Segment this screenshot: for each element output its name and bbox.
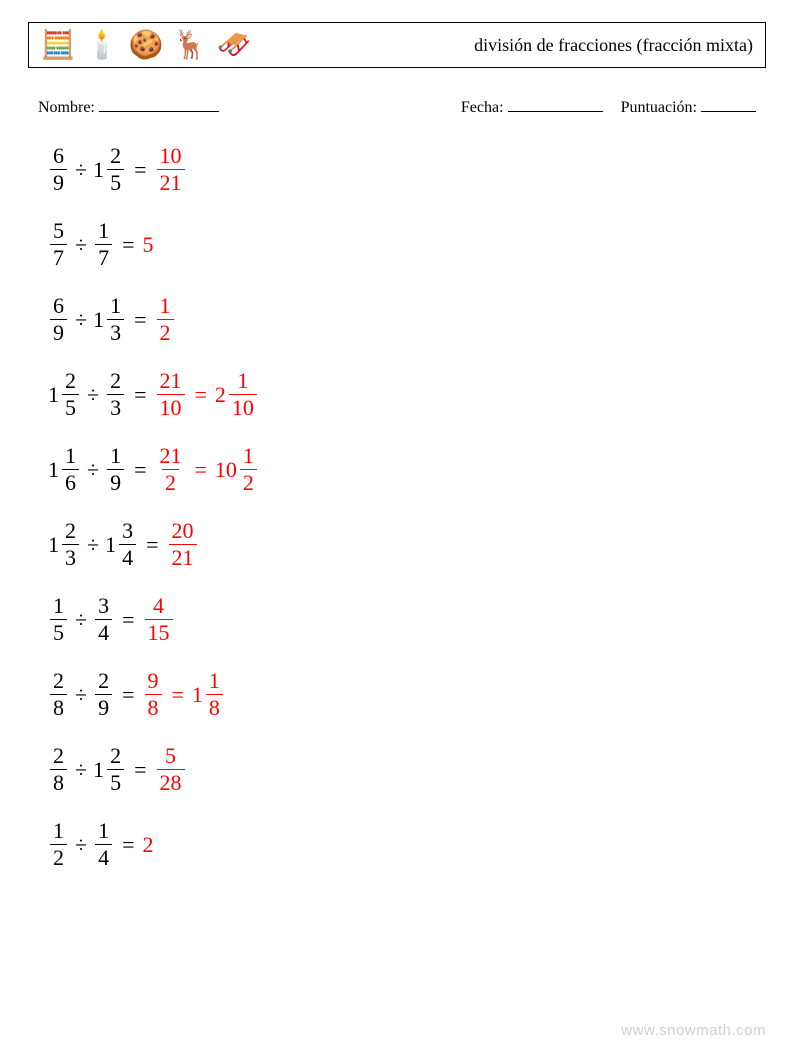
score-field: Puntuación: [621, 96, 756, 117]
equals-sign: = [134, 159, 146, 181]
problem-row: 69 ÷ 125 = 1021 [48, 145, 766, 194]
worksheet-page: 🧮 🕯️ 🍪 🦌 🛷 división de fracciones (fracción … [0, 0, 794, 869]
candles-icon: 🕯️ [85, 28, 119, 62]
operand-right: 19 [105, 445, 126, 494]
operator-divide: ÷ [75, 234, 87, 256]
answer: 98 [143, 670, 164, 719]
operand-left: 15 [48, 595, 69, 644]
answer: 1021 [155, 145, 187, 194]
operand-left: 12 [48, 820, 69, 869]
operand-left: 57 [48, 220, 69, 269]
operator-divide: ÷ [87, 459, 99, 481]
operand-left: 69 [48, 145, 69, 194]
equals-sign: = [172, 684, 184, 706]
operand-right: 29 [93, 670, 114, 719]
operator-divide: ÷ [87, 534, 99, 556]
problem-row: 125 ÷ 23 = 2110 = 2110 [48, 370, 766, 419]
equals-sign: = [122, 609, 134, 631]
operator-divide: ÷ [75, 684, 87, 706]
answer: 212 [155, 445, 187, 494]
watermark: www.snowmath.com [621, 1022, 766, 1039]
equals-sign: = [146, 534, 158, 556]
answer: 2110 [155, 370, 187, 419]
operand-right: 125 [93, 145, 126, 194]
problem-row: 116 ÷ 19 = 212 = 1012 [48, 445, 766, 494]
operand-left: 28 [48, 745, 69, 794]
worksheet-title: división de fracciones (fracción mixta) [474, 35, 753, 56]
operand-left: 69 [48, 295, 69, 344]
equals-sign: = [134, 309, 146, 331]
operand-left: 116 [48, 445, 81, 494]
equals-sign: = [134, 459, 146, 481]
meta-row: Nombre: Fecha: Puntuación: [28, 96, 766, 117]
answer: 2110 [215, 370, 259, 419]
answer: 2 [143, 834, 154, 856]
equals-sign: = [122, 834, 134, 856]
operator-divide: ÷ [75, 159, 87, 181]
answer: 12 [155, 295, 176, 344]
name-field: Nombre: [38, 96, 219, 117]
operand-right: 34 [93, 595, 114, 644]
deer-icon: 🦌 [173, 28, 207, 62]
equals-sign: = [134, 384, 146, 406]
problem-row: 57 ÷ 17 = 5 [48, 220, 766, 269]
operator-divide: ÷ [75, 759, 87, 781]
problem-row: 12 ÷ 14 = 2 [48, 820, 766, 869]
operand-left: 28 [48, 670, 69, 719]
header-box: 🧮 🕯️ 🍪 🦌 🛷 división de fracciones (fracción … [28, 22, 766, 68]
sleigh-icon: 🛷 [217, 28, 251, 62]
answer: 1012 [215, 445, 259, 494]
operand-right: 113 [93, 295, 126, 344]
operand-left: 125 [48, 370, 81, 419]
operand-right: 125 [93, 745, 126, 794]
date-blank[interactable] [508, 96, 603, 112]
equals-sign: = [195, 459, 207, 481]
equals-sign: = [122, 684, 134, 706]
operand-left: 123 [48, 520, 81, 569]
operand-right: 17 [93, 220, 114, 269]
problem-row: 15 ÷ 34 = 415 [48, 595, 766, 644]
answer: 118 [192, 670, 225, 719]
header-icons: 🧮 🕯️ 🍪 🦌 🛷 [41, 28, 251, 62]
problem-row: 123 ÷ 134 = 2021 [48, 520, 766, 569]
equals-sign: = [195, 384, 207, 406]
name-label: Nombre: [38, 99, 95, 116]
problems-list: 69÷125=102157÷17=569÷113=12125÷23=2110=2… [28, 145, 766, 869]
score-blank[interactable] [701, 96, 756, 112]
equals-sign: = [122, 234, 134, 256]
problem-row: 69 ÷ 113 = 12 [48, 295, 766, 344]
operator-divide: ÷ [75, 834, 87, 856]
date-label: Fecha: [461, 99, 504, 116]
operand-right: 134 [105, 520, 138, 569]
equals-sign: = [134, 759, 146, 781]
cookie-icon: 🍪 [129, 28, 163, 62]
abacus-icon: 🧮 [41, 28, 75, 62]
answer: 5 [143, 234, 154, 256]
score-label: Puntuación: [621, 99, 697, 116]
meta-right: Fecha: Puntuación: [461, 96, 756, 117]
answer: 415 [143, 595, 175, 644]
problem-row: 28 ÷ 29 = 98 = 118 [48, 670, 766, 719]
answer: 528 [155, 745, 187, 794]
operand-right: 14 [93, 820, 114, 869]
name-blank[interactable] [99, 96, 219, 112]
problem-row: 28 ÷ 125 = 528 [48, 745, 766, 794]
operator-divide: ÷ [75, 309, 87, 331]
date-field: Fecha: [461, 96, 603, 117]
operator-divide: ÷ [87, 384, 99, 406]
operand-right: 23 [105, 370, 126, 419]
answer: 2021 [167, 520, 199, 569]
operator-divide: ÷ [75, 609, 87, 631]
